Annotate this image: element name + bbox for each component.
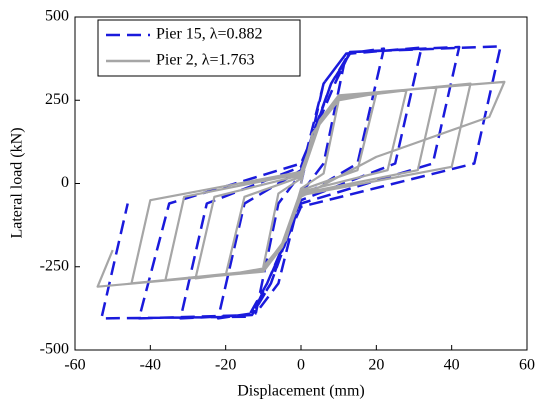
x-tick-label: 0 xyxy=(297,357,305,374)
x-axis-label: Displacement (mm) xyxy=(237,383,365,400)
y-tick-label: 500 xyxy=(45,8,69,25)
x-tick-label: 40 xyxy=(444,357,460,374)
legend-box xyxy=(97,19,301,77)
x-tick-label: -40 xyxy=(140,357,161,374)
y-tick-label: -500 xyxy=(40,341,69,358)
x-tick-label: 20 xyxy=(368,357,384,374)
series-line xyxy=(96,80,506,288)
y-tick-label: -250 xyxy=(40,257,69,274)
legend-label: Pier 2, λ=1.763 xyxy=(156,52,255,69)
legend-label: Pier 15, λ=0.882 xyxy=(156,26,263,43)
series-line xyxy=(100,45,502,320)
y-axis-label: Lateral load (kN) xyxy=(9,127,26,238)
y-tick-label: 250 xyxy=(45,91,69,108)
x-tick-label: -60 xyxy=(64,357,85,374)
x-tick-label: -20 xyxy=(215,357,236,374)
y-tick-label: 0 xyxy=(61,174,69,191)
x-tick-label: 60 xyxy=(519,357,535,374)
